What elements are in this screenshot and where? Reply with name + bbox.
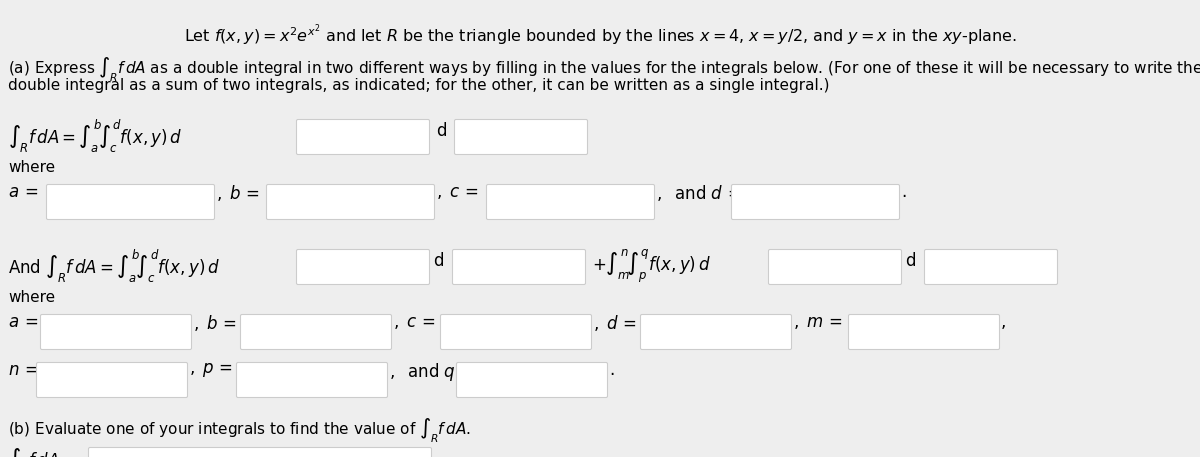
- Text: .: .: [610, 361, 614, 379]
- Text: (a) Express $\int_R f\,dA$ as a double integral in two different ways by filling: (a) Express $\int_R f\,dA$ as a double i…: [8, 55, 1200, 84]
- Text: where: where: [8, 160, 55, 175]
- Text: $,\; p\,=$: $,\; p\,=$: [190, 361, 233, 379]
- FancyBboxPatch shape: [240, 314, 391, 350]
- FancyBboxPatch shape: [440, 314, 592, 350]
- Text: ,: ,: [1001, 313, 1007, 331]
- Text: $,\; b\,=$: $,\; b\,=$: [216, 183, 259, 203]
- FancyBboxPatch shape: [89, 447, 432, 457]
- Text: $,\; m\,=$: $,\; m\,=$: [793, 313, 842, 331]
- Text: $+\int_m^n\!\int_p^q f(x,y)\,d$: $+\int_m^n\!\int_p^q f(x,y)\,d$: [592, 248, 710, 285]
- FancyBboxPatch shape: [455, 119, 588, 154]
- Text: $n\,=$: $n\,=$: [8, 361, 38, 379]
- Text: $a\,=$: $a\,=$: [8, 183, 38, 201]
- FancyBboxPatch shape: [47, 185, 215, 219]
- Text: $,\; d\,=$: $,\; d\,=$: [593, 313, 637, 333]
- Text: $\int_R f\,dA = \int_a^b\!\int_c^d f(x,y)\,d$: $\int_R f\,dA = \int_a^b\!\int_c^d f(x,y…: [8, 118, 182, 155]
- FancyBboxPatch shape: [266, 185, 434, 219]
- Text: where: where: [8, 290, 55, 305]
- Text: $\int_R f\,dA\,=$: $\int_R f\,dA\,=$: [8, 446, 78, 457]
- Text: $a\,=$: $a\,=$: [8, 313, 38, 331]
- FancyBboxPatch shape: [41, 314, 192, 350]
- Text: d: d: [905, 252, 916, 270]
- Text: d: d: [433, 252, 444, 270]
- Text: $,\;$ and $d\,=$: $,\;$ and $d\,=$: [656, 183, 742, 203]
- FancyBboxPatch shape: [848, 314, 1000, 350]
- Text: Let $f(x, y) = x^2e^{x^2}$ and let $R$ be the triangle bounded by the lines $x =: Let $f(x, y) = x^2e^{x^2}$ and let $R$ b…: [184, 22, 1016, 48]
- FancyBboxPatch shape: [486, 185, 654, 219]
- FancyBboxPatch shape: [732, 185, 900, 219]
- Text: And $\int_R f\,dA = \int_a^b\!\int_c^d f(x,y)\,d$: And $\int_R f\,dA = \int_a^b\!\int_c^d f…: [8, 248, 220, 285]
- FancyBboxPatch shape: [641, 314, 792, 350]
- FancyBboxPatch shape: [456, 362, 607, 398]
- Text: (b) Evaluate one of your integrals to find the value of $\int_R f\,dA$.: (b) Evaluate one of your integrals to fi…: [8, 416, 470, 445]
- Text: d: d: [436, 122, 446, 140]
- FancyBboxPatch shape: [924, 250, 1057, 285]
- FancyBboxPatch shape: [768, 250, 901, 285]
- FancyBboxPatch shape: [452, 250, 586, 285]
- FancyBboxPatch shape: [36, 362, 187, 398]
- Text: double integral as a sum of two integrals, as indicated; for the other, it can b: double integral as a sum of two integral…: [8, 78, 829, 93]
- FancyBboxPatch shape: [296, 119, 430, 154]
- Text: .: .: [901, 183, 906, 201]
- Text: $,\; b\,=$: $,\; b\,=$: [193, 313, 236, 333]
- FancyBboxPatch shape: [236, 362, 388, 398]
- Text: $,\; c\,=$: $,\; c\,=$: [436, 183, 479, 201]
- Text: $,\; c\,=$: $,\; c\,=$: [394, 313, 436, 331]
- FancyBboxPatch shape: [296, 250, 430, 285]
- Text: $,\;$ and $q\,=$: $,\;$ and $q\,=$: [389, 361, 474, 383]
